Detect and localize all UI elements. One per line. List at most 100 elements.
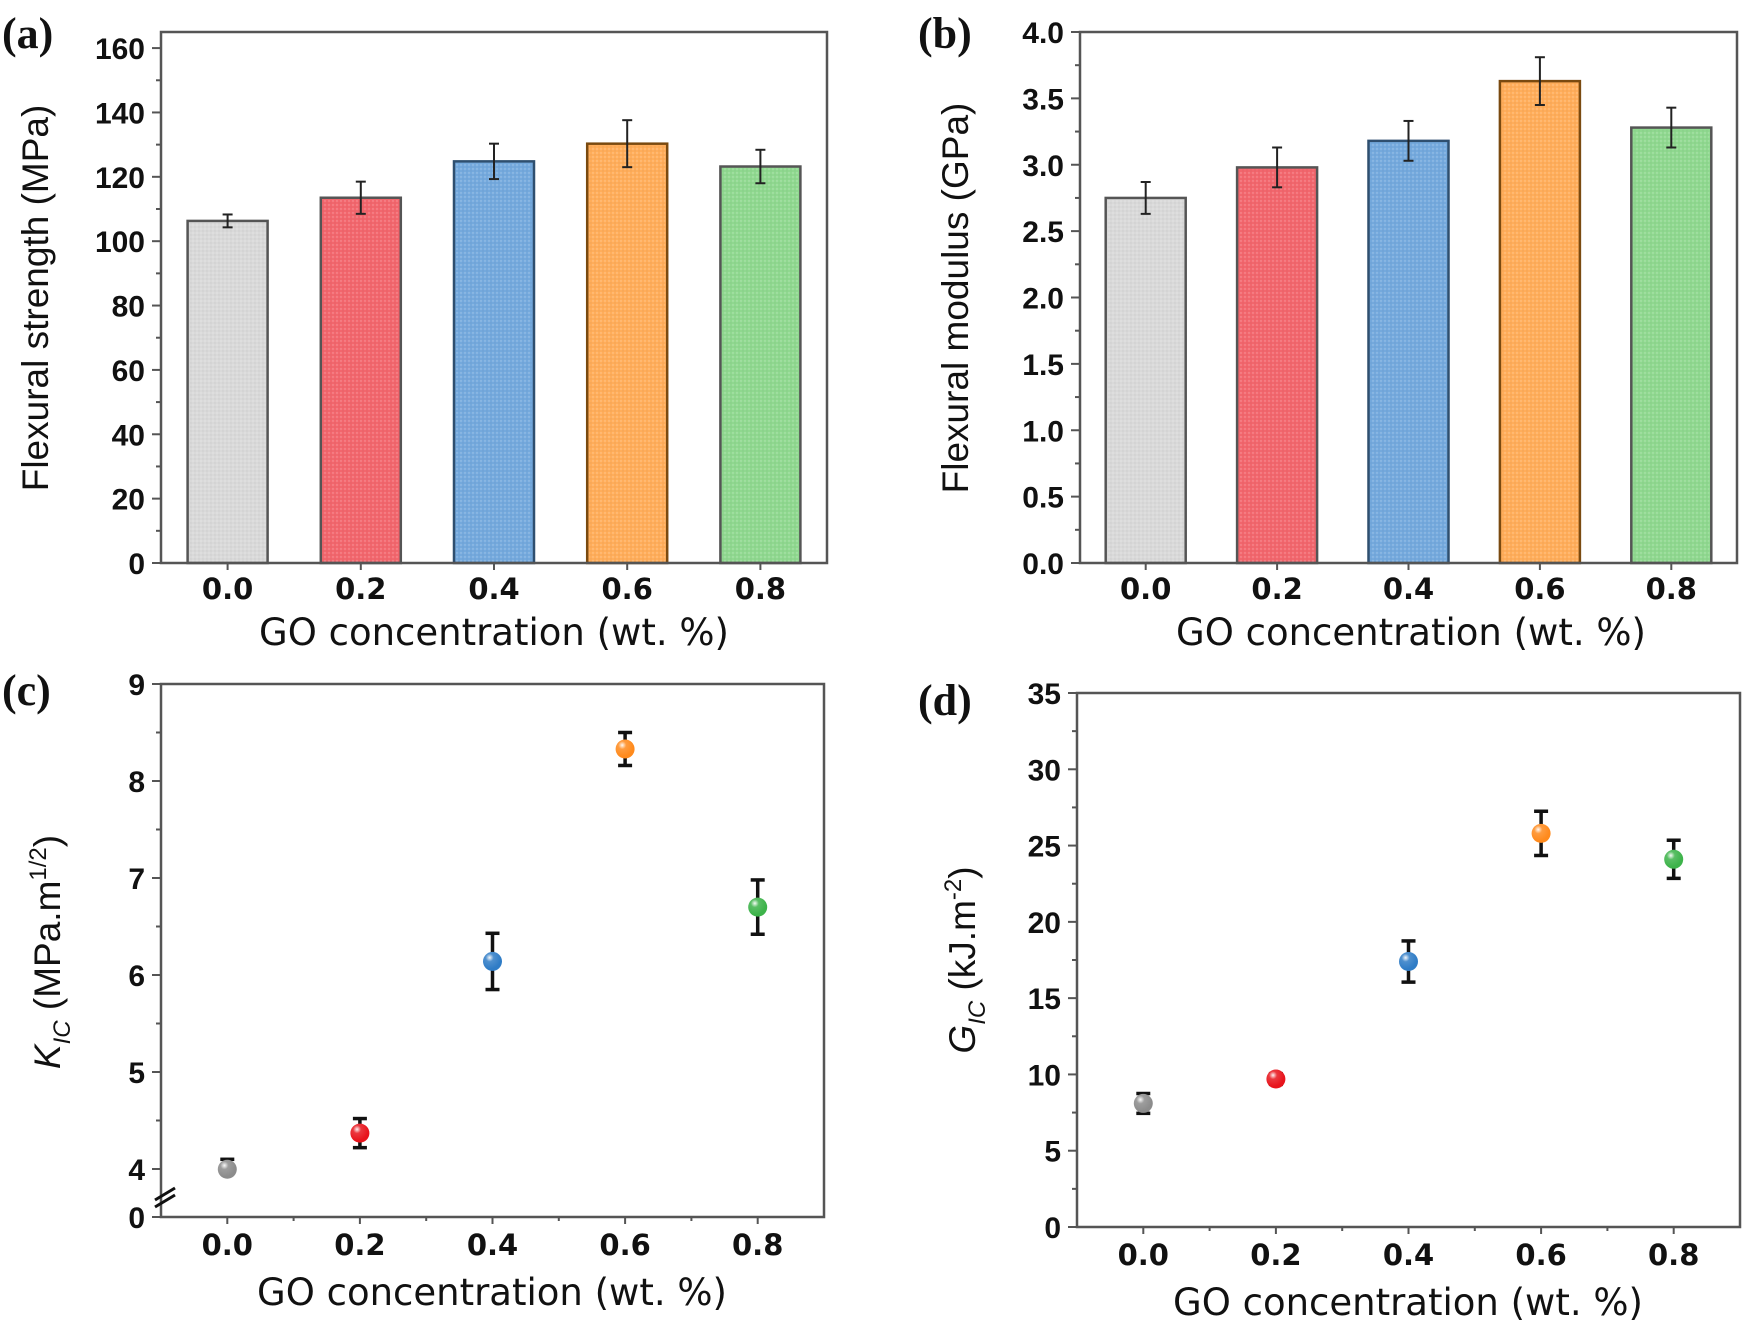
y-tick-label: 15 [1028,983,1061,1016]
y-tick-label: 0 [128,1202,145,1235]
error-bar [489,142,499,181]
data-point-highlight [1266,1069,1286,1089]
panel-b-flexural-modulus: (b) 0.00.51.01.52.02.53.03.54.0 0.0 0.2 0.… [918,9,1739,654]
error-bar [1403,119,1414,162]
bars-b [1104,56,1713,565]
y-tick-label: 35 [1028,678,1061,711]
y-tick-label: 5 [128,1057,145,1090]
error-bar [1534,56,1545,107]
y-title-main-c: K [27,1042,68,1069]
data-point-highlight [748,897,768,917]
x-axis-title-b: GO concentration (wt. %) [1176,611,1646,654]
y-tick-label: 160 [95,33,145,66]
data-point-highlight [615,739,635,759]
x-tick-label: 0.8 [1646,572,1697,606]
bar-texture [322,199,399,562]
y-tick-label: 1.5 [1022,349,1064,382]
y-tick-label: 60 [112,355,145,388]
x-axis-title-d: GO concentration (wt. %) [1173,1281,1643,1324]
y-tick-label: 10 [1028,1059,1061,1092]
y-tick-label: 7 [128,863,145,896]
x-tick-label: 0.2 [1250,1238,1301,1272]
x-axis-c: 0.0 0.2 0.4 0.6 0.8 [202,1217,783,1262]
y-tick-label: 120 [95,162,145,195]
y-axis-b: 0.0 0.5 1.0 1.5 2.0 2.5 3.0 3.5 4.0 [1022,17,1080,581]
y-title-close-c: ) [27,835,68,847]
data-point-highlight [350,1123,370,1143]
panel-label-c: (c) [2,666,51,715]
x-tick-label: 0.6 [1514,572,1565,606]
y-title-unit-d: (kJ.m [942,900,983,1001]
bar-texture [722,168,799,562]
x-tick-label: 0.0 [202,572,253,606]
plot-frame-d [1075,691,1742,1229]
x-tick-label: 0.0 [1118,1238,1169,1272]
x-tick-label: 0.6 [1515,1238,1566,1272]
bar-texture [456,163,532,562]
x-axis-b: 0.0 0.2 0.4 0.6 0.8 [1120,563,1697,606]
bars-a [186,119,802,565]
data-point-highlight [1531,823,1551,843]
points-d [1133,809,1684,1116]
y-axis-title-c: KIC (MPa.m1/2) [25,835,76,1069]
panel-label-a: (a) [2,9,53,58]
y-tick-label: 2.0 [1022,283,1064,316]
x-axis-a: 0.0 0.2 0.4 0.6 0.8 [202,563,786,606]
y-tick-label: 140 [95,97,145,130]
x-tick-label: 0.6 [599,1228,650,1262]
bar-texture [589,145,666,563]
plot-frame-b [1078,30,1739,565]
bar-texture [1633,129,1710,562]
error-bar [1272,146,1283,189]
x-tick-label: 0.8 [732,1228,783,1262]
y-tick-label: 0 [1044,1212,1061,1245]
x-axis-d: 0.0 0.2 0.4 0.6 0.8 [1118,1227,1699,1272]
x-tick-label: 0.4 [1383,1238,1434,1272]
y-tick-label: 3.0 [1022,150,1064,183]
y-tick-label: 0.0 [1022,548,1064,581]
y-tick-label: 3.5 [1022,83,1064,116]
y-tick-label: 20 [1028,907,1061,940]
error-bar [622,119,633,169]
y-tick-label: 30 [1028,754,1061,787]
bar-texture [1107,199,1184,562]
y-title-sub-c: IC [49,1020,76,1045]
y-title-close-d: ) [942,866,983,878]
panel-c-kic: (c) 0 4 5 6 7 8 9 0.0 0.2 0.4 0.6 0.8 KIC (MPa.m1/… [2,666,826,1314]
x-tick-label: 0.6 [602,572,653,606]
bar-texture [1501,83,1578,563]
x-tick-label: 0.8 [735,572,786,606]
x-tick-label: 0.4 [468,572,519,606]
x-tick-label: 0.2 [1251,572,1302,606]
data-point-highlight [1399,952,1418,972]
data-point-highlight [1133,1093,1153,1113]
error-bar [355,180,366,215]
y-tick-label: 25 [1028,831,1061,864]
panel-label-b: (b) [918,9,972,58]
x-tick-label: 0.2 [334,1228,385,1262]
y-tick-label: 4 [128,1154,145,1187]
y-title-sup-d: -2 [940,879,967,900]
error-bar [1666,106,1677,149]
y-tick-label: 6 [128,960,145,993]
y-tick-label: 100 [95,226,145,259]
x-tick-label: 0.4 [1383,572,1434,606]
y-axis-c: 0 4 5 6 7 8 9 [128,669,161,1235]
data-point-highlight [483,951,502,971]
y-title-sub-d: IC [964,1000,991,1025]
y-tick-label: 5 [1044,1136,1061,1169]
plot-frame-a [159,30,829,565]
x-tick-label: 0.4 [467,1228,518,1262]
y-tick-label: 9 [128,669,145,702]
y-title-sup-c: 1/2 [25,847,52,880]
x-tick-label: 0.8 [1648,1238,1699,1272]
y-axis-title-a: Flexural strength (MPa) [15,105,56,492]
x-axis-title-c: GO concentration (wt. %) [257,1271,727,1314]
x-axis-title-a: GO concentration (wt. %) [259,611,729,654]
plot-frame-c [159,682,826,1219]
points-c [217,730,768,1179]
data-point-highlight [1664,849,1684,869]
x-tick-label: 0.0 [202,1228,253,1262]
